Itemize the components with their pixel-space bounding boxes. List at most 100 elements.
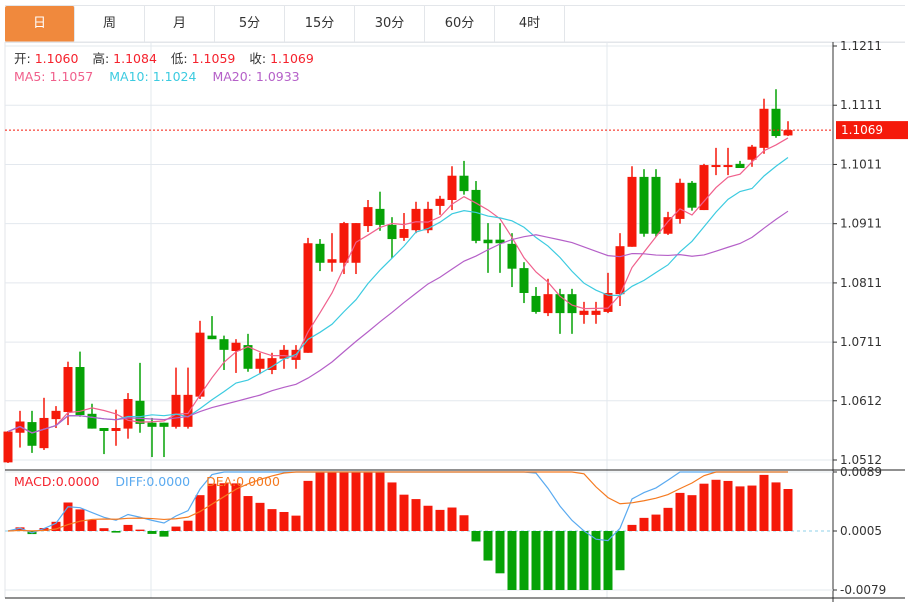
- candle-body: [687, 182, 697, 208]
- macd-bar: [291, 515, 301, 531]
- candle: [315, 239, 325, 272]
- candle: [507, 233, 517, 288]
- candle: [183, 367, 193, 429]
- candle: [567, 288, 577, 334]
- candle-body: [759, 108, 769, 148]
- candle: [771, 89, 781, 138]
- macd-bar: [435, 509, 445, 531]
- candle-body: [51, 410, 61, 420]
- candle-body: [327, 259, 337, 263]
- price-tick-label: 1.1111: [840, 98, 882, 112]
- macd-bar: [219, 483, 229, 531]
- candle-body: [555, 294, 565, 314]
- macd-bar: [483, 531, 493, 561]
- candle-body: [663, 217, 673, 234]
- candle-body: [219, 339, 229, 350]
- dea-label: DEA:: [206, 474, 237, 489]
- price-tick-label: 1.1011: [840, 157, 882, 171]
- candle: [699, 163, 709, 211]
- macd-label: MACD:: [14, 474, 56, 489]
- candle: [639, 169, 649, 237]
- low-value: 1.1059: [191, 51, 236, 66]
- tab-6[interactable]: 60分: [425, 6, 495, 42]
- candle: [531, 287, 541, 314]
- macd-bar: [51, 521, 61, 531]
- ma20-value: 1.0933: [255, 69, 300, 84]
- candle: [603, 272, 613, 314]
- candle: [711, 147, 721, 176]
- candle-body: [207, 335, 217, 340]
- candle-body: [243, 345, 253, 369]
- macd-bar: [735, 486, 745, 531]
- candle: [279, 345, 289, 369]
- diff-label: DIFF:: [115, 474, 147, 489]
- macd-bar: [783, 489, 793, 531]
- dea-value: 0.0000: [236, 474, 280, 489]
- candle: [399, 213, 409, 241]
- candle: [135, 362, 145, 433]
- candle: [267, 352, 277, 375]
- candle: [255, 352, 265, 375]
- current-price-label: 1.1069: [841, 123, 883, 137]
- candle-body: [675, 182, 685, 219]
- low-label: 低:: [170, 51, 188, 66]
- candle-body: [171, 394, 181, 427]
- macd-bar: [111, 531, 121, 533]
- macd-bar: [507, 531, 517, 590]
- macd-bar: [99, 528, 109, 531]
- macd-bar: [651, 514, 661, 531]
- macd-bar: [123, 524, 133, 531]
- candle: [3, 430, 13, 463]
- candle-body: [699, 165, 709, 211]
- candle: [99, 428, 109, 455]
- macd-bar: [663, 507, 673, 531]
- tab-1[interactable]: 周: [75, 6, 145, 42]
- tab-4[interactable]: 15分: [285, 6, 355, 42]
- candle-body: [135, 400, 145, 424]
- candle-body: [279, 349, 289, 359]
- candle-body: [375, 208, 385, 225]
- candle-body: [195, 332, 205, 397]
- tab-2[interactable]: 月: [145, 6, 215, 42]
- candle-body: [99, 428, 109, 431]
- candle-body: [39, 417, 49, 449]
- candle: [327, 233, 337, 272]
- tab-0[interactable]: 日: [5, 6, 75, 42]
- candle: [435, 195, 445, 215]
- tab-3[interactable]: 5分: [215, 6, 285, 42]
- macd-bar: [375, 472, 385, 531]
- candle-body: [783, 130, 793, 136]
- candle-body: [399, 229, 409, 238]
- macd-bar: [147, 531, 157, 534]
- dea-line: [7, 471, 788, 532]
- candle: [231, 339, 241, 373]
- candle: [195, 320, 205, 399]
- candle-body: [447, 175, 457, 200]
- tab-5[interactable]: 30分: [355, 6, 425, 42]
- candle-body: [723, 165, 733, 168]
- price-tick-label: 1.0612: [840, 394, 882, 408]
- candle: [651, 169, 661, 237]
- ma5-value: 1.1057: [49, 69, 94, 84]
- candle-body: [63, 367, 73, 413]
- macd-bar: [579, 531, 589, 590]
- candle-body: [411, 208, 421, 231]
- tab-7[interactable]: 4时: [495, 6, 565, 42]
- ma20-label: MA20:: [212, 69, 252, 84]
- macd-bar: [747, 485, 757, 531]
- macd-bar: [711, 479, 721, 531]
- candle-body: [591, 310, 601, 315]
- candle-body: [747, 146, 757, 160]
- price-tick-label: 1.0911: [840, 217, 882, 231]
- macd-tick-label: -0.0079: [840, 583, 886, 597]
- macd-bar: [315, 472, 325, 531]
- candle: [783, 121, 793, 137]
- candle: [303, 237, 313, 353]
- candle-body: [159, 422, 169, 427]
- macd-bar: [555, 531, 565, 590]
- candle: [735, 160, 745, 169]
- candle: [243, 333, 253, 372]
- macd-bar: [423, 505, 433, 531]
- macd-bar: [171, 526, 181, 531]
